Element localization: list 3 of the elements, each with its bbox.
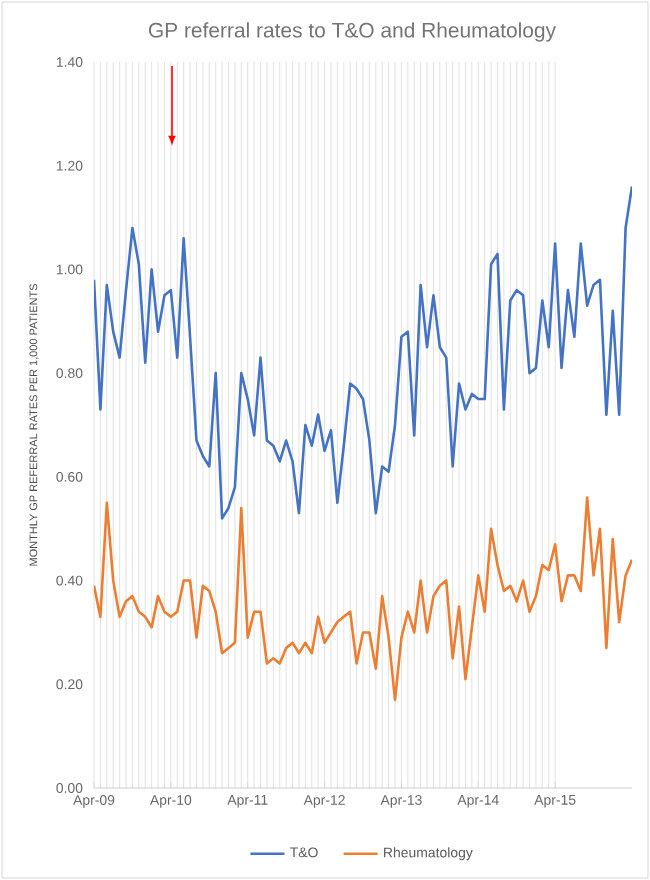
line-series — [94, 496, 632, 702]
line-series — [94, 185, 632, 520]
chart-title: GP referral rates to T&O and Rheumatology — [148, 22, 556, 42]
